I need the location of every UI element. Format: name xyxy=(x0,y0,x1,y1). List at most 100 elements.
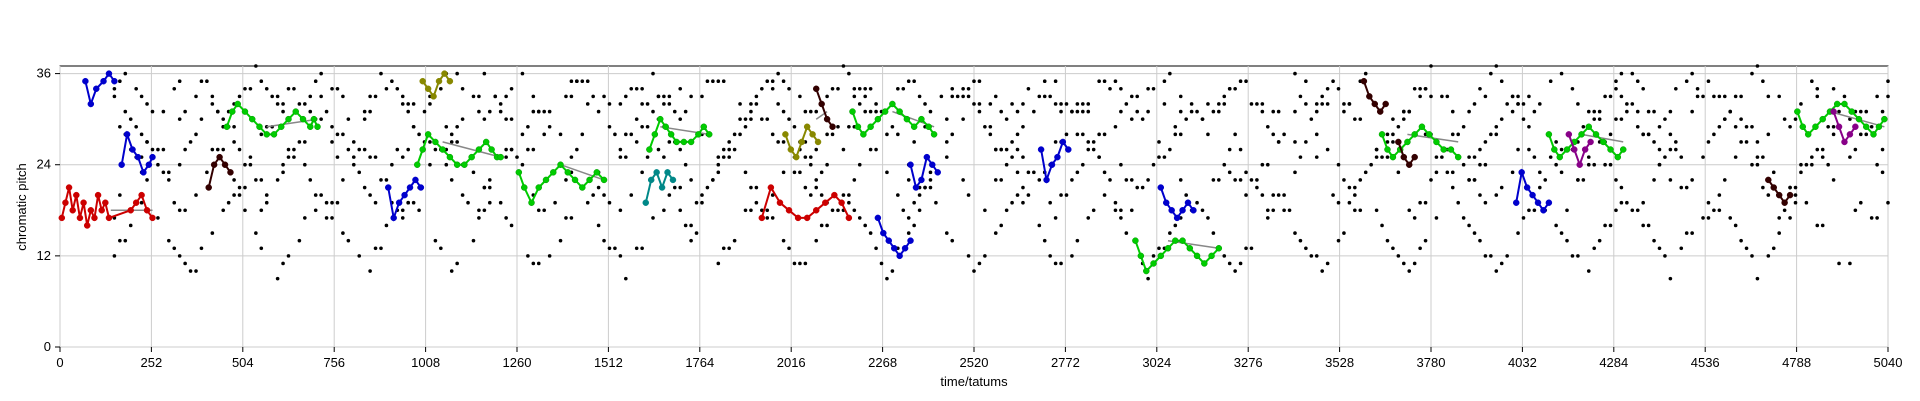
background-note-dot xyxy=(1674,147,1678,152)
background-note-dot xyxy=(607,200,612,205)
background-note-dot xyxy=(1761,155,1765,159)
series-point xyxy=(1585,123,1593,131)
background-note-dot xyxy=(689,238,693,243)
background-note-dot xyxy=(194,193,198,197)
series-point xyxy=(310,115,318,123)
series-26 xyxy=(1360,77,1389,115)
series-point xyxy=(1765,176,1772,184)
background-note-dot xyxy=(264,193,269,197)
background-note-dot xyxy=(955,94,960,99)
series-point xyxy=(1179,237,1186,244)
background-note-dot xyxy=(765,117,770,121)
background-note-dot xyxy=(303,102,307,106)
background-note-dot xyxy=(1010,200,1014,205)
background-note-dot xyxy=(221,147,226,152)
background-note-dot xyxy=(1608,94,1613,99)
x-tick-label: 5040 xyxy=(1874,355,1903,370)
background-note-dot xyxy=(1505,254,1509,258)
background-note-dot xyxy=(1712,94,1716,99)
background-note-dot xyxy=(1135,185,1140,190)
series-point xyxy=(58,214,66,222)
series-point xyxy=(812,207,820,214)
background-note-dot xyxy=(972,269,976,273)
background-note-dot xyxy=(504,155,508,159)
series-point xyxy=(468,153,475,161)
background-note-dot xyxy=(618,155,623,159)
background-note-dot xyxy=(1233,178,1237,182)
background-note-dot xyxy=(123,238,128,243)
background-note-dot xyxy=(1799,170,1803,175)
background-note-dot xyxy=(1298,238,1303,243)
background-note-dot xyxy=(569,79,574,83)
background-note-dot xyxy=(1858,109,1863,114)
background-note-dot xyxy=(1576,102,1580,106)
background-note-dot xyxy=(1244,246,1248,251)
background-note-dot xyxy=(1418,86,1422,91)
background-note-dot xyxy=(1635,208,1640,213)
background-note-dot xyxy=(1124,102,1129,106)
background-note-dot xyxy=(1091,140,1096,144)
background-note-dot xyxy=(857,216,862,220)
background-note-dot xyxy=(814,178,819,182)
background-note-dot xyxy=(1314,132,1319,137)
x-tick-label: 1008 xyxy=(411,355,440,370)
background-note-dot xyxy=(324,216,329,220)
background-note-dot xyxy=(1657,162,1662,167)
background-note-dot xyxy=(885,132,889,137)
background-note-dot xyxy=(368,193,372,197)
background-note-dot xyxy=(1489,71,1493,76)
background-note-dot xyxy=(564,216,568,220)
series-point xyxy=(673,138,680,146)
series-point xyxy=(854,123,862,131)
background-note-dot xyxy=(1755,155,1760,159)
background-note-dot xyxy=(221,117,226,121)
series-point xyxy=(1540,207,1547,214)
background-note-dot xyxy=(988,102,993,106)
background-note-dot xyxy=(1440,94,1444,99)
background-note-dot xyxy=(645,124,650,129)
series-point xyxy=(542,176,550,184)
background-note-dot xyxy=(1603,223,1607,228)
background-note-dot xyxy=(1227,170,1232,175)
background-note-dot xyxy=(1641,86,1645,91)
background-note-dot xyxy=(1788,216,1792,220)
background-note-dot xyxy=(1543,178,1548,182)
background-note-dot xyxy=(1151,86,1156,91)
background-note-dot xyxy=(1086,102,1091,106)
background-note-dot xyxy=(1793,185,1798,190)
background-note-dot xyxy=(1086,109,1091,114)
series-6 xyxy=(907,153,941,191)
background-note-dot xyxy=(1831,86,1836,91)
background-note-dot xyxy=(297,102,302,106)
background-note-dot xyxy=(335,155,340,159)
background-note-dot xyxy=(1227,261,1232,266)
colored-series xyxy=(58,70,1888,275)
background-note-dot xyxy=(1565,208,1569,213)
series-point xyxy=(256,123,263,131)
series-point xyxy=(419,146,426,153)
background-note-dot xyxy=(536,109,541,114)
background-note-dot xyxy=(390,79,394,83)
background-note-dot xyxy=(1777,216,1781,220)
series-point xyxy=(1404,138,1411,146)
gray-connector xyxy=(442,141,501,158)
background-note-dot xyxy=(215,109,220,114)
series-point xyxy=(662,123,669,131)
series-point xyxy=(793,153,800,161)
background-note-dot xyxy=(999,178,1004,182)
background-note-dot xyxy=(950,238,955,243)
background-note-dot xyxy=(999,223,1004,228)
background-note-dot xyxy=(281,170,285,175)
background-note-dot xyxy=(760,208,764,213)
background-note-dot xyxy=(1271,109,1276,114)
background-note-dot xyxy=(732,238,737,243)
series-point xyxy=(1418,123,1426,131)
background-note-dot xyxy=(308,178,313,182)
background-note-dot xyxy=(1293,71,1297,76)
background-note-dot xyxy=(1848,117,1852,121)
background-note-dot xyxy=(1766,254,1771,258)
background-note-dot xyxy=(1265,124,1270,129)
background-note-dot xyxy=(1010,102,1014,106)
background-note-dot xyxy=(362,109,367,114)
background-note-dot xyxy=(248,155,253,159)
